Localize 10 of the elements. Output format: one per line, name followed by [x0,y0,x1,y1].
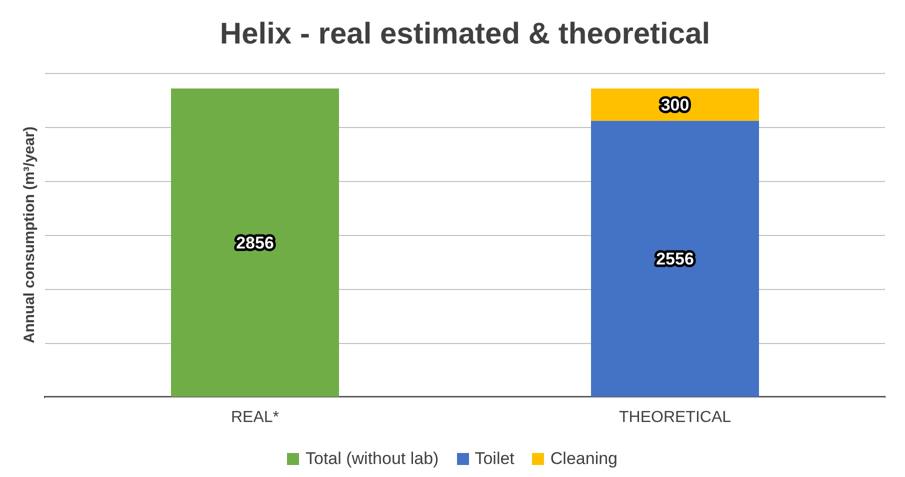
data-label: 2556 [656,250,694,269]
x-tick-label: THEORETICAL [618,408,732,426]
chart-title: Helix - real estimated & theoretical [220,17,710,50]
legend-label: Cleaning [550,448,618,468]
data-label: 2856 [236,233,274,252]
legend-label: Toilet [474,448,514,468]
y-axis-title: Annual consumption (m³/year) [21,126,38,344]
x-tick-label: REAL* [230,408,280,426]
legend-label: Total (without lab) [305,448,439,468]
data-label: 300 [660,95,690,114]
